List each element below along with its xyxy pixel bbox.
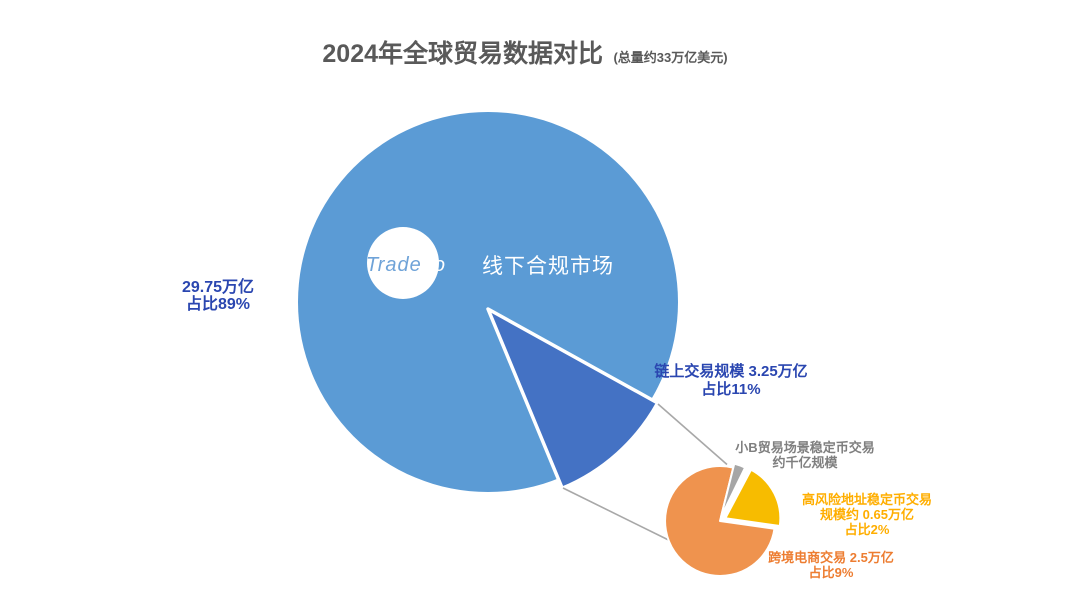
tradego-logo-circle bbox=[367, 227, 439, 299]
callout-connector-line-top bbox=[657, 403, 728, 466]
onchain-share: 占比11% bbox=[701, 381, 761, 398]
onchain-label: 链上交易规模 3.25万亿 占比11% bbox=[654, 363, 807, 399]
ecom-share: 占比9% bbox=[808, 565, 854, 580]
risk-name: 高风险地址稳定币交易 bbox=[801, 492, 933, 507]
onchain-slice bbox=[486, 307, 660, 491]
offline-market-share: 占比89% bbox=[185, 296, 251, 313]
tradego-logo-text: Tradego bbox=[366, 254, 446, 276]
chart-subtitle: (总量约33万亿美元) bbox=[613, 50, 728, 65]
offline-market-value: 29.75万亿 bbox=[181, 279, 255, 296]
chart-title-block: 2024年全球贸易数据对比 (总量约33万亿美元) bbox=[322, 34, 727, 70]
callout-connector-line-bottom bbox=[562, 487, 669, 541]
smallb-slice bbox=[720, 462, 747, 518]
chart-title: 2024年全球贸易数据对比 bbox=[322, 40, 604, 68]
risk-share: 占比2% bbox=[844, 522, 890, 537]
ecom-label: 跨境电商交易 2.5万亿 占比9% bbox=[768, 550, 894, 580]
risk-slice bbox=[724, 468, 782, 527]
offline-market-label: 29.75万亿 占比89% bbox=[182, 279, 254, 313]
risk-label: 高风险地址稳定币交易 规模约 0.65万亿 占比2% bbox=[802, 492, 932, 537]
ecom-value: 跨境电商交易 2.5万亿 bbox=[768, 550, 894, 565]
ecom-slice bbox=[664, 464, 776, 577]
smallb-label: 小B贸易场景稳定币交易 约千亿规模 bbox=[735, 440, 874, 470]
onchain-value: 链上交易规模 3.25万亿 bbox=[654, 363, 808, 380]
logo-text-white: go bbox=[422, 254, 446, 276]
offline-market-name: 线下合规市场 bbox=[482, 255, 614, 278]
risk-scale: 规模约 0.65万亿 bbox=[820, 507, 914, 522]
logo-text-blue: Trade bbox=[366, 254, 422, 276]
smallb-scale: 约千亿规模 bbox=[772, 455, 838, 470]
smallb-name: 小B贸易场景稳定币交易 bbox=[735, 440, 875, 455]
